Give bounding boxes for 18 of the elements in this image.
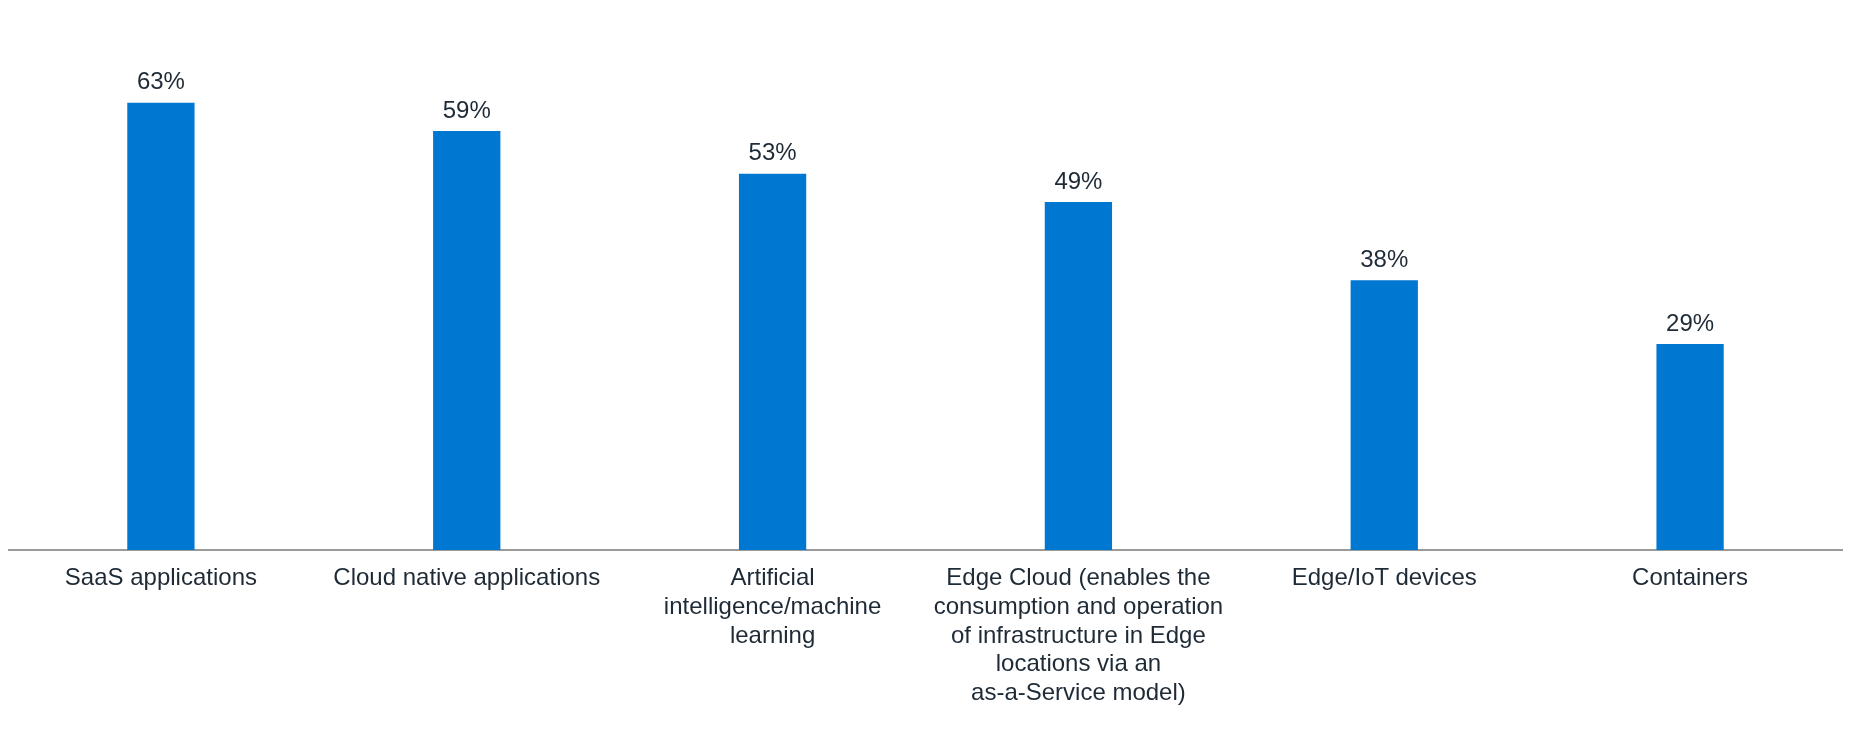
- x-tick-label: Cloud native applications: [333, 563, 601, 591]
- x-tick-label: Edge Cloud (enables the consumption and operation of infrastructure in Edge locations via an as-a-Service model): [933, 563, 1224, 706]
- x-tick-label: Edge/IoT devices: [1291, 563, 1477, 591]
- data-label: 49%: [1054, 166, 1103, 194]
- data-label: 29%: [1666, 308, 1715, 336]
- bar: [738, 173, 807, 550]
- x-tick-label: Artificial intelligence/machine learning: [663, 563, 882, 648]
- bar: [1044, 202, 1113, 550]
- data-label: 38%: [1360, 244, 1409, 272]
- x-tick-label: Containers: [1632, 563, 1749, 591]
- data-label: 59%: [442, 95, 491, 123]
- data-label: 53%: [748, 138, 797, 166]
- bar: [433, 131, 501, 550]
- bar: [1656, 344, 1724, 550]
- x-tick-label: SaaS applications: [64, 563, 257, 591]
- bar: [1350, 280, 1418, 550]
- data-label: 63%: [136, 67, 185, 95]
- bar: [127, 102, 195, 550]
